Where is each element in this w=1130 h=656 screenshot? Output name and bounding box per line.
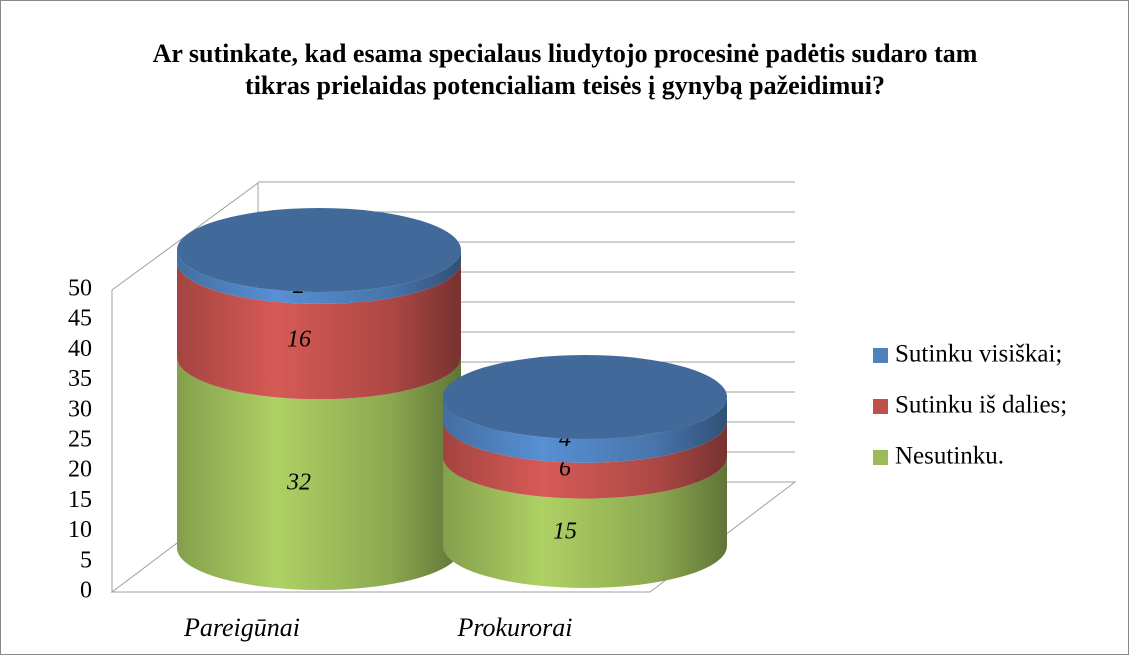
y-tick-label: 0 [80,578,92,604]
y-tick-label: 5 [80,547,92,573]
y-tick-label: 50 [68,276,92,302]
legend-swatch [873,450,888,465]
cylinder-top [177,208,461,292]
cylinder-segment [443,420,727,499]
legend-label: Sutinku visiškai; [895,341,1062,368]
y-tick-label: 45 [68,306,92,332]
y-tick-label: 30 [68,396,92,422]
data-label: 15 [553,518,577,544]
y-tick-label: 40 [68,336,92,362]
y-tick-label: 25 [68,427,92,453]
y-tick-label: 10 [68,517,92,543]
cylinder-top [443,355,727,439]
x-tick-label: Pareigūnai [183,613,300,642]
cylinder-segment [177,261,461,400]
cylinder-segment [177,250,461,304]
cylinder-segment [443,397,727,463]
cylinder-segment [443,456,727,588]
cylinder-segment [177,357,461,590]
legend-label: Sutinku iš dalies; [895,392,1067,419]
y-tick-label: 35 [68,366,92,392]
legend-swatch [873,348,888,363]
x-tick-label: Prokurorai [456,613,572,642]
data-label: 16 [287,327,311,353]
y-tick-label: 20 [68,457,92,483]
legend-label: Nesutinku. [895,443,1004,470]
data-label: 32 [286,470,311,496]
chart-title: Ar sutinkate, kad esama specialaus liudy… [152,39,978,100]
legend-swatch [873,399,888,414]
y-tick-label: 15 [68,487,92,513]
